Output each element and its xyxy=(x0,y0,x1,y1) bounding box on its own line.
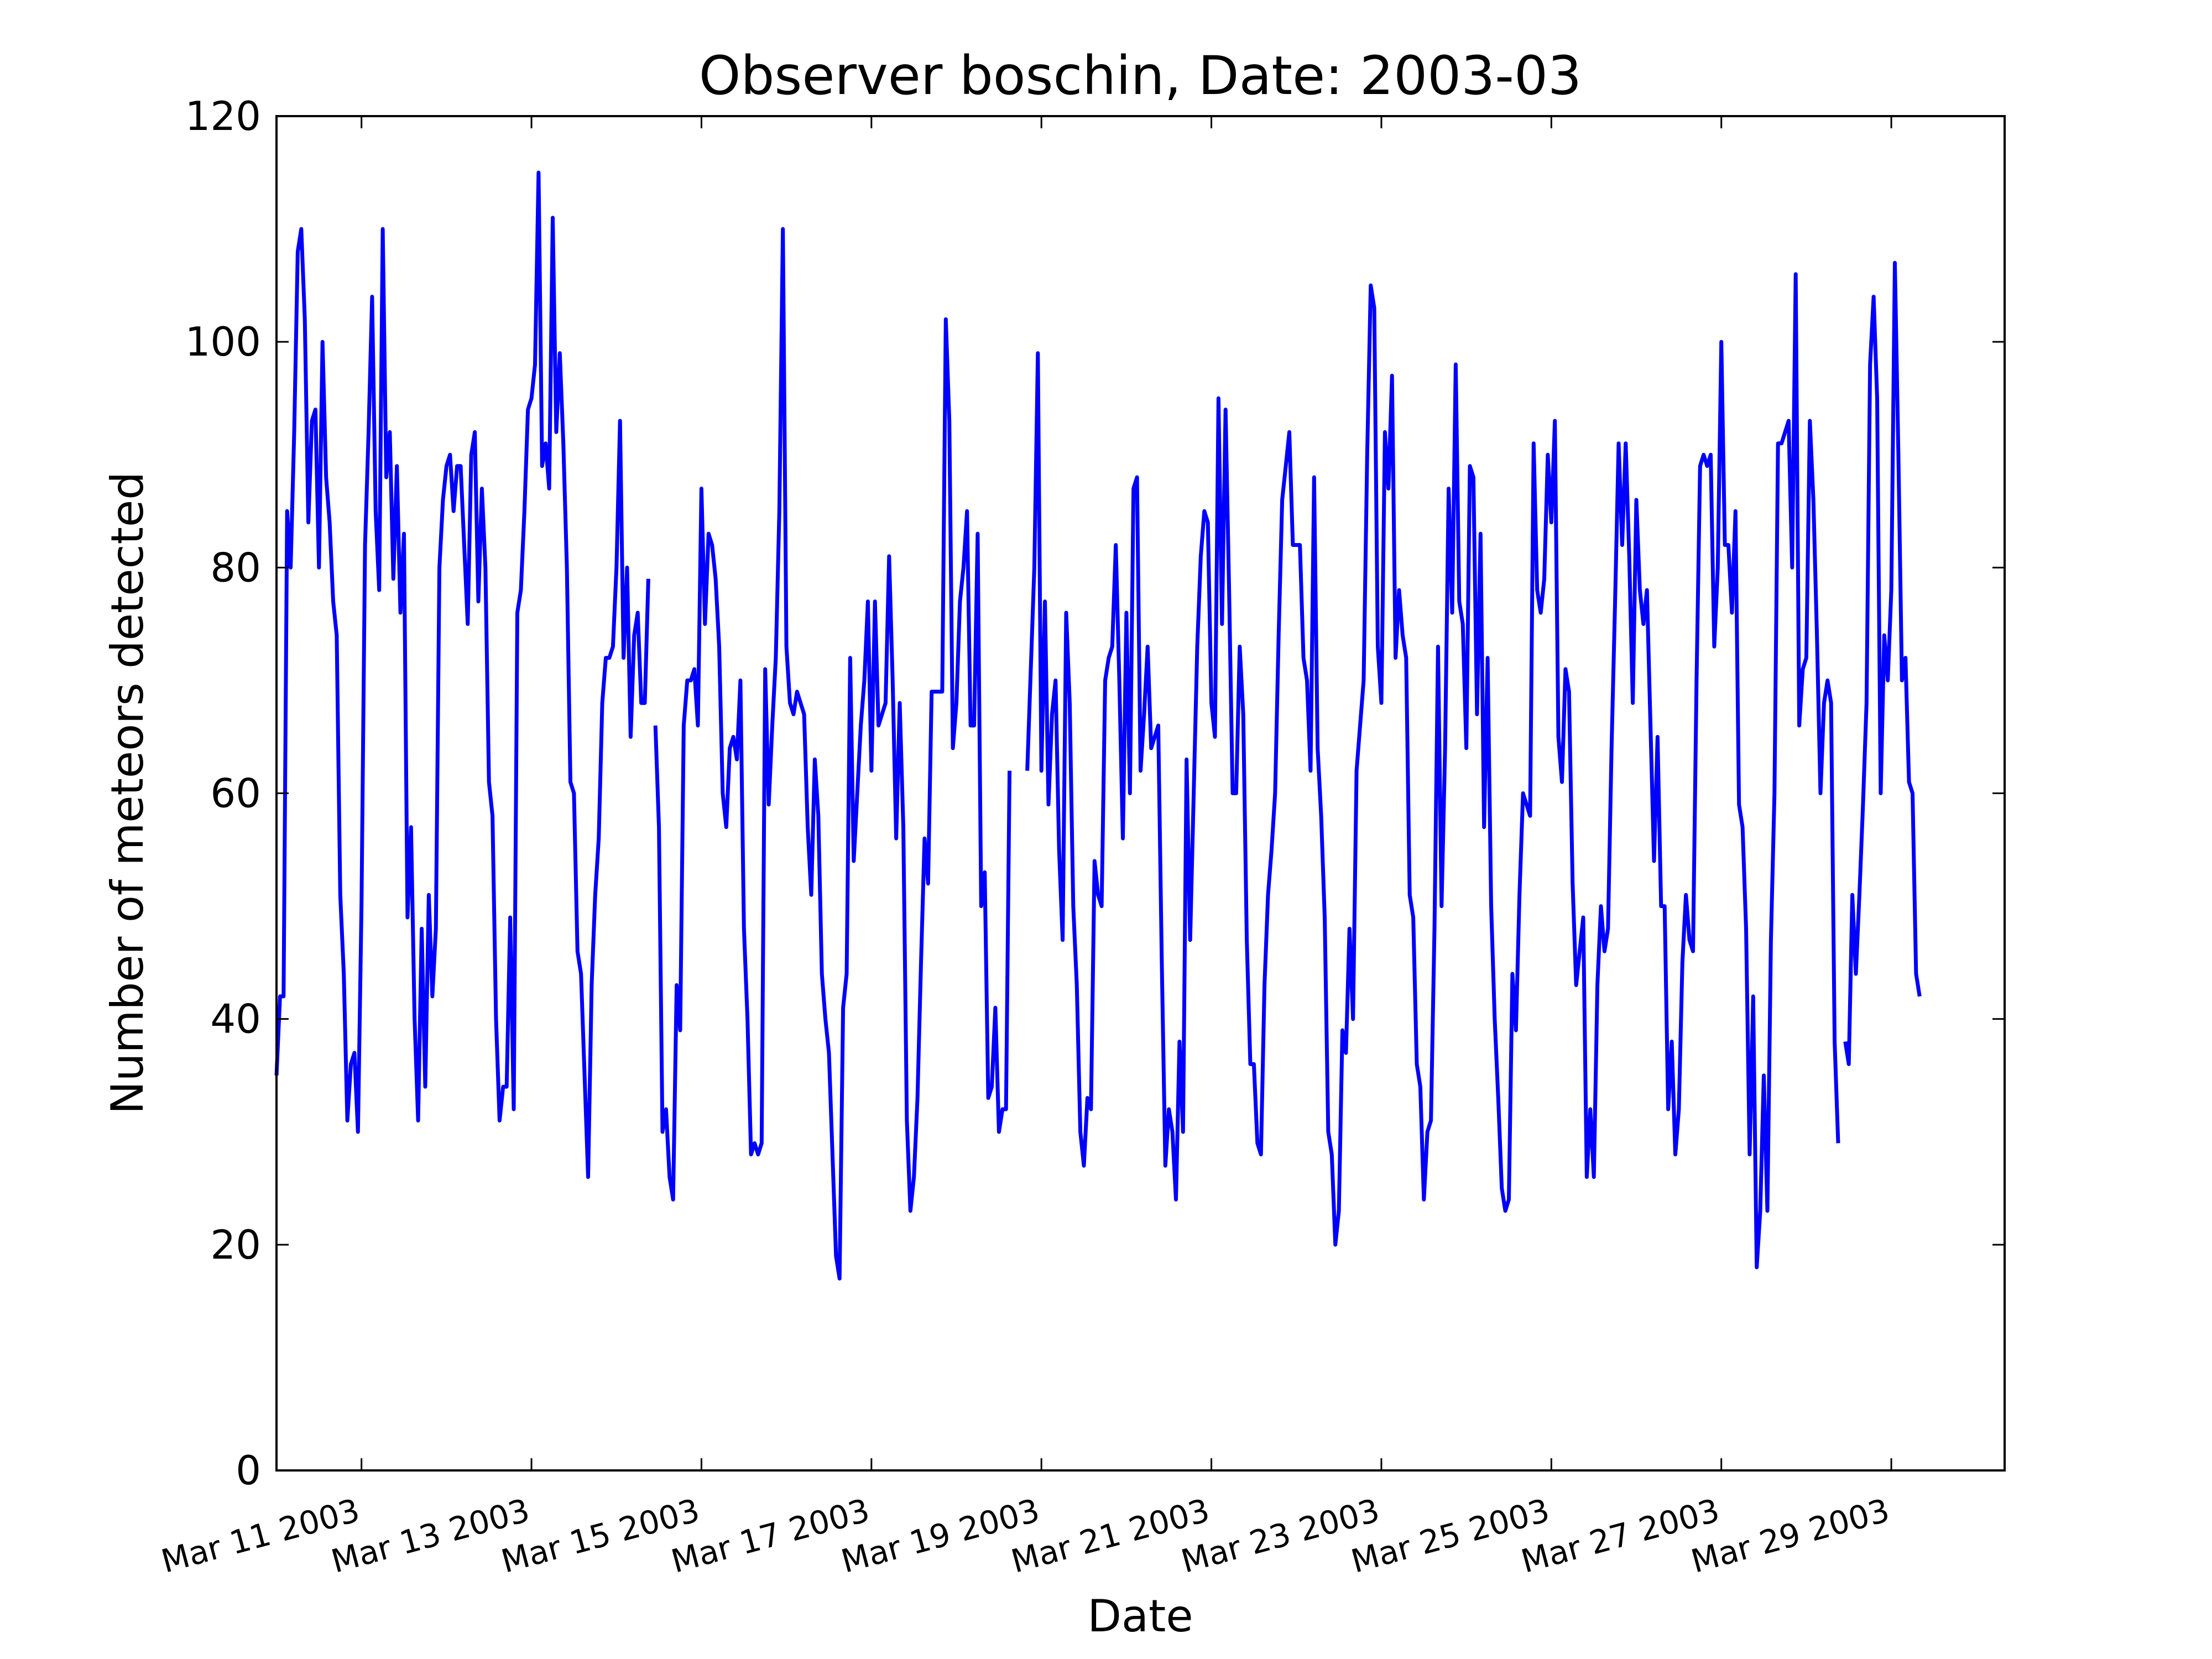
y-tick-label: 0 xyxy=(236,1447,261,1494)
y-axis-label: Number of meteors detected xyxy=(102,472,153,1114)
y-tick-label: 40 xyxy=(210,996,261,1042)
y-tick-label: 80 xyxy=(210,544,261,591)
y-tick-label: 60 xyxy=(210,770,261,817)
plot-frame xyxy=(275,115,2006,1472)
plot-area xyxy=(274,170,1922,1281)
y-tick-label: 120 xyxy=(185,93,261,139)
series-line xyxy=(274,170,1922,1281)
y-tick-label: 20 xyxy=(210,1222,261,1268)
y-axis: 0 20 40 60 80 100 120 xyxy=(185,93,2005,1494)
chart-title: Observer boschin, Date: 2003-03 xyxy=(699,45,1582,107)
x-axis-label: Date xyxy=(1087,1590,1193,1642)
y-tick-label: 100 xyxy=(185,319,261,365)
